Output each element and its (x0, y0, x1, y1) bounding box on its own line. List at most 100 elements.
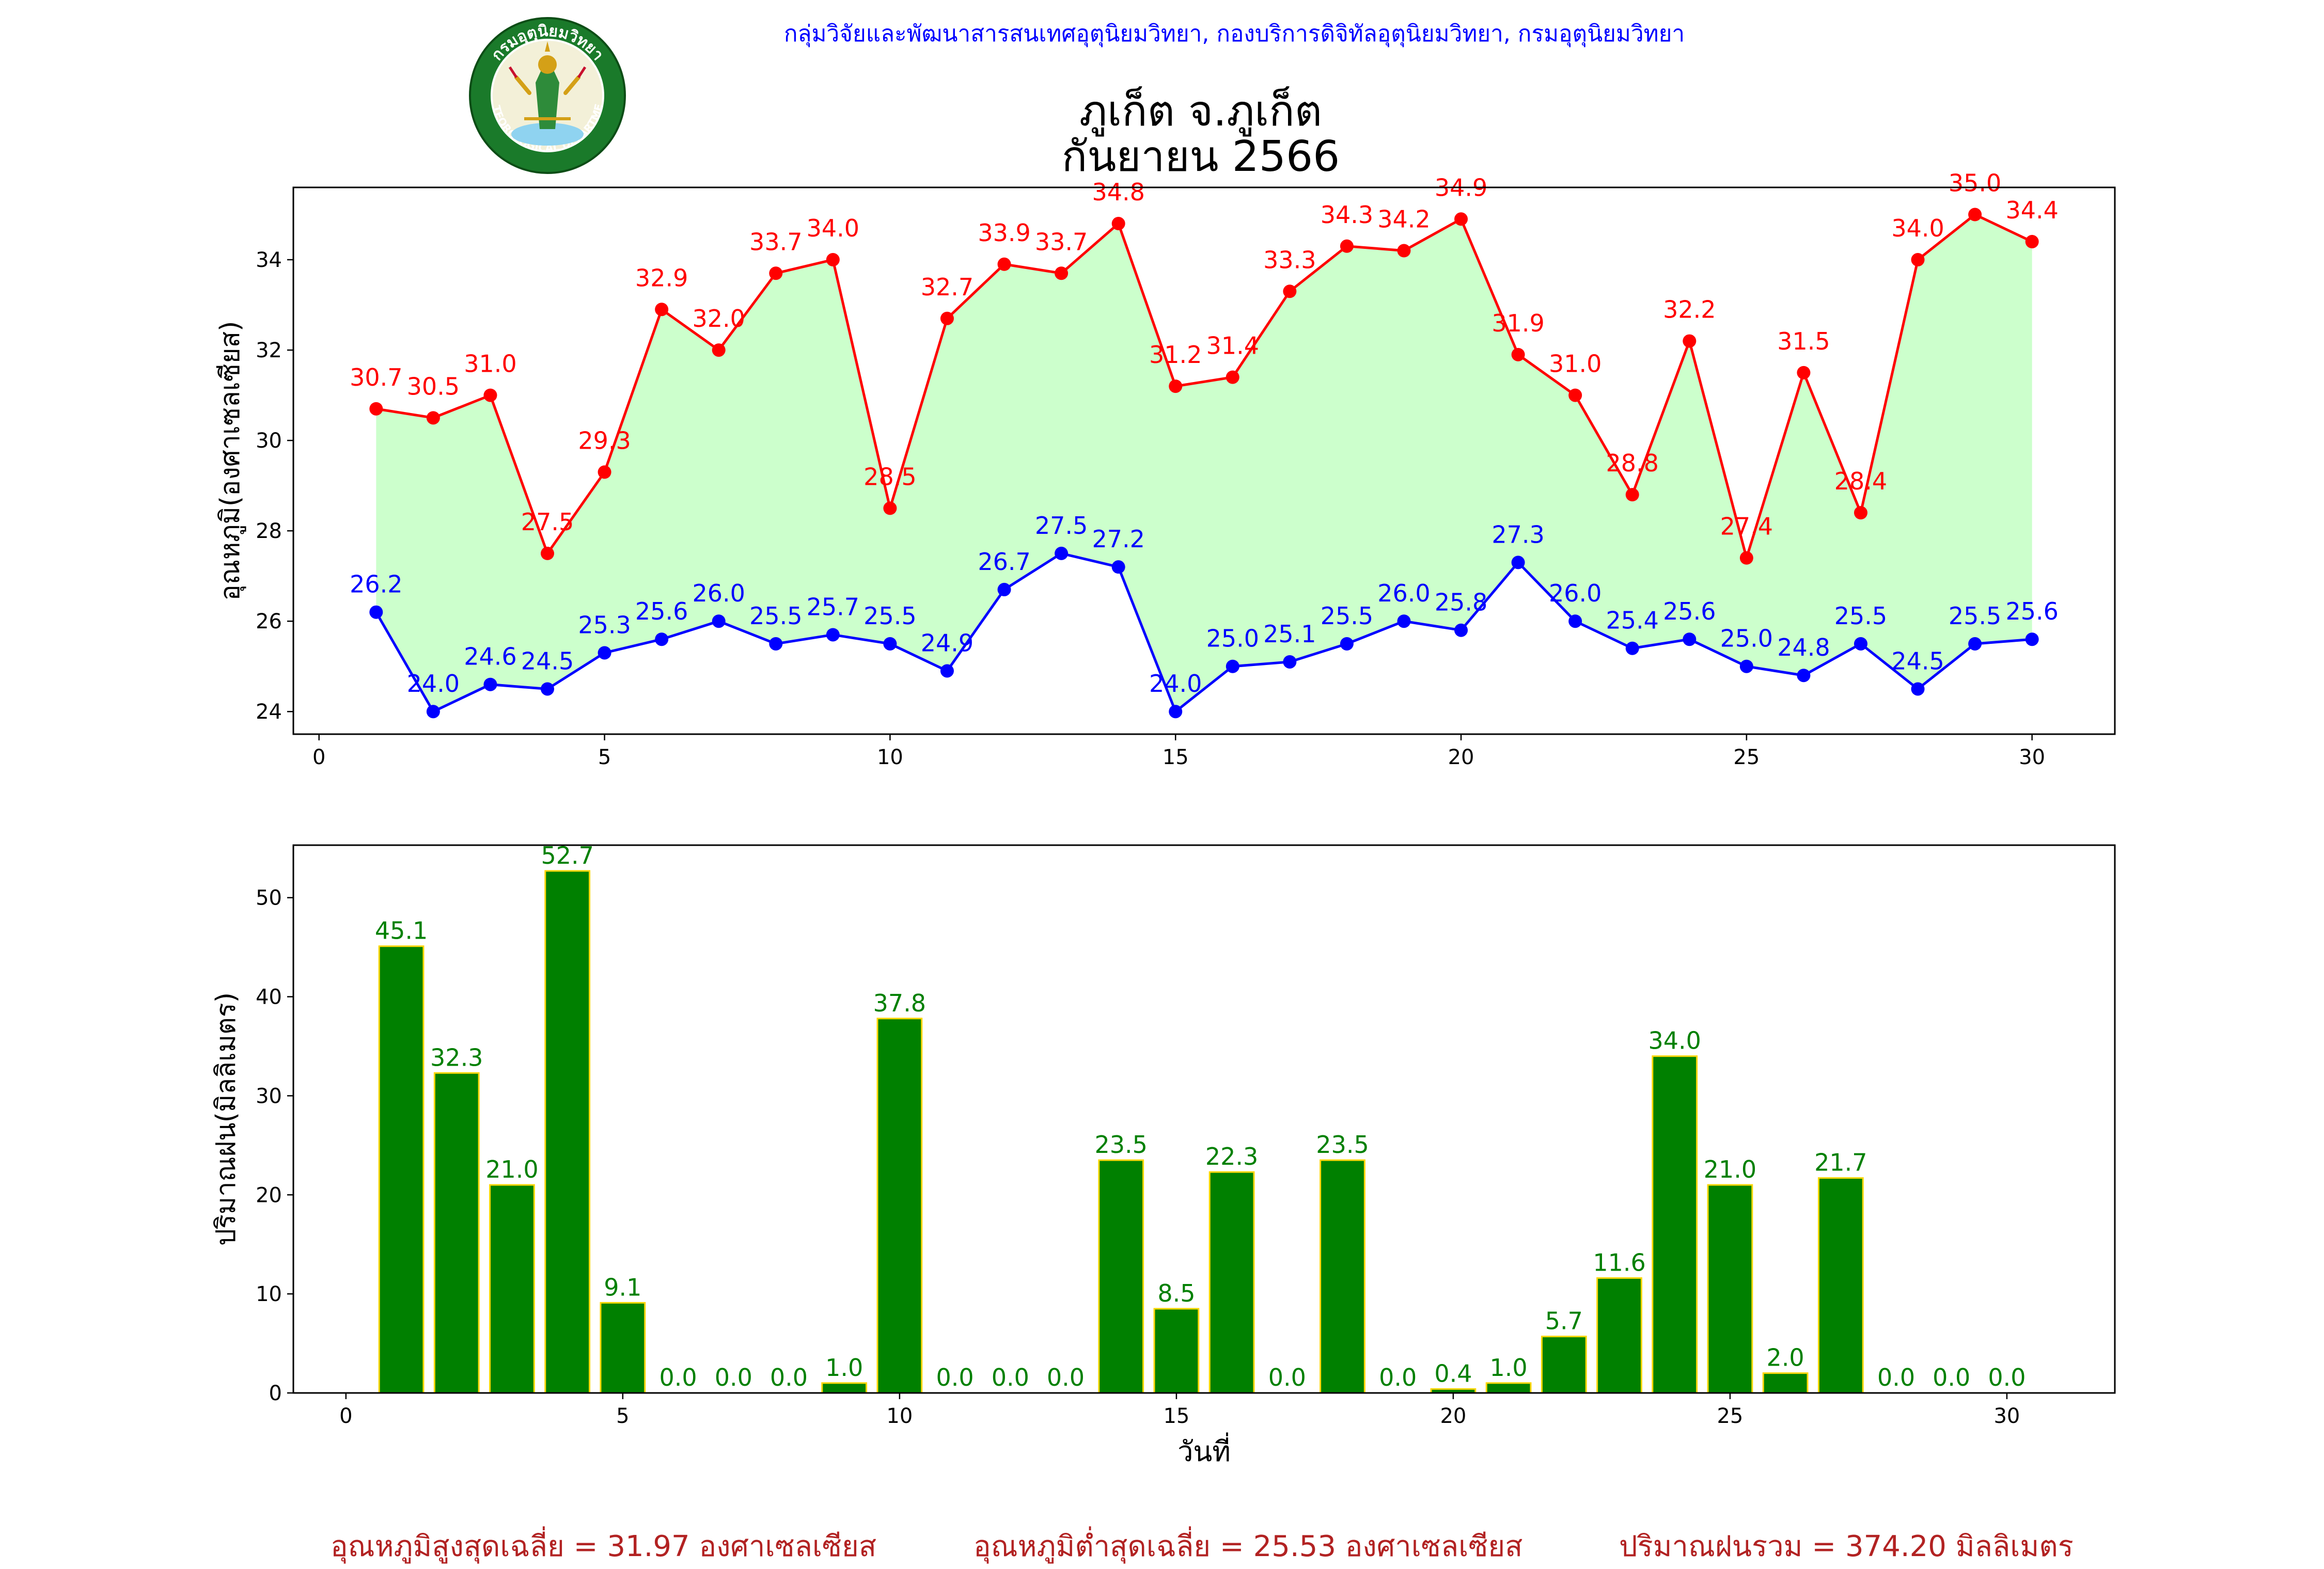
min-temp-point (369, 605, 383, 619)
rain-data-label: 1.0 (825, 1354, 863, 1382)
min-temp-point (1454, 623, 1468, 637)
min-temp-data-label: 27.5 (1035, 512, 1088, 540)
rain-data-label: 8.5 (1157, 1279, 1195, 1307)
agency-header: กลุ่มวิจัยและพัฒนาสารสนเทศอุตุนิยมวิทยา,… (783, 21, 1685, 47)
min-temp-point (1739, 659, 1753, 673)
max-temp-data-label: 31.9 (1491, 309, 1544, 337)
max-temp-data-label: 33.7 (749, 228, 802, 256)
max-temp-data-label: 30.7 (350, 363, 402, 391)
min-temp-data-label: 25.6 (2005, 597, 2058, 625)
rain-data-label: 22.3 (1205, 1143, 1258, 1170)
y-tick-label: 40 (256, 986, 282, 1009)
rain-data-label: 0.0 (1047, 1364, 1085, 1391)
max-temp-point (1454, 212, 1468, 226)
min-temp-point (1797, 669, 1811, 683)
max-temp-point (1854, 506, 1867, 520)
y-tick-label: 30 (256, 1084, 282, 1108)
min-temp-point (1911, 682, 1925, 696)
max-temp-point (1911, 253, 1925, 267)
rain-bar (600, 1302, 646, 1394)
min-temp-point (655, 632, 669, 646)
rain-data-label: 45.1 (375, 917, 428, 945)
rain-plot-frame (292, 844, 2116, 1394)
footer-stats: อุณหภูมิสูงสุดเฉลี่ย = 31.97 องศาเซลเซีย… (0, 1523, 2324, 1563)
max-temp-data-label: 31.0 (1549, 350, 1601, 378)
max-temp-point (1511, 347, 1525, 361)
rain-data-label: 1.0 (1490, 1354, 1528, 1382)
min-temp-point (940, 664, 954, 678)
meteorological-department-logo: กรมอุตุนิยมวิทยา METEOROLOGICAL DEPARTME… (467, 15, 626, 174)
max-temp-data-label: 32.0 (692, 305, 745, 332)
rain-data-label: 0.0 (992, 1364, 1029, 1391)
max-temp-data-label: 34.3 (1321, 201, 1373, 229)
max-temp-point (1968, 208, 1982, 221)
y-tick-label: 30 (256, 429, 282, 453)
min-temp-data-label: 27.2 (1092, 525, 1144, 553)
min-temp-data-label: 24.8 (1777, 633, 1830, 661)
min-temp-data-label: 25.3 (578, 611, 631, 639)
rain-data-label: 0.0 (1933, 1364, 1970, 1391)
rain-data-label: 0.0 (1877, 1364, 1915, 1391)
max-temp-data-label: 28.4 (1834, 467, 1887, 495)
rain-data-label: 0.0 (659, 1364, 697, 1391)
x-tick-label: 15 (1163, 746, 1189, 769)
max-temp-point (1283, 284, 1297, 298)
x-tick-label: 5 (598, 746, 611, 769)
x-tick-label: 25 (1717, 1404, 1743, 1428)
y-tick-label: 50 (256, 886, 282, 910)
rain-data-label: 32.3 (430, 1043, 483, 1071)
min-temp-data-label: 26.0 (1377, 579, 1430, 607)
min-temp-point (426, 705, 440, 719)
min-temp-data-label: 24.5 (1891, 647, 1944, 675)
y-tick-label: 0 (269, 1382, 282, 1405)
min-temp-data-label: 26.0 (692, 579, 745, 607)
x-tick-label: 10 (877, 746, 903, 769)
rain-data-label: 0.0 (715, 1364, 752, 1391)
rain-bar (1208, 1171, 1255, 1394)
min-temp-point (883, 637, 897, 651)
chart-title-location: ภูเก็ต จ.ภูเก็ต (1079, 87, 1323, 136)
min-temp-data-label: 25.7 (807, 593, 859, 621)
y-tick-label: 32 (256, 339, 282, 362)
rain-data-label: 23.5 (1316, 1131, 1369, 1159)
max-temp-point (1340, 239, 1354, 253)
min-temp-data-label: 25.0 (1206, 625, 1259, 653)
min-temp-point (1226, 659, 1239, 673)
min-temp-point (1968, 637, 1982, 651)
max-temp-data-label: 31.5 (1777, 327, 1830, 355)
max-temp-data-label: 28.8 (1606, 449, 1659, 477)
min-temp-point (769, 637, 783, 651)
min-temp-data-label: 25.4 (1606, 607, 1659, 635)
max-temp-data-label: 31.4 (1206, 332, 1259, 360)
max-temp-point (1797, 366, 1811, 379)
rain-data-label: 11.6 (1593, 1248, 1645, 1276)
rain-bar (1098, 1159, 1144, 1394)
min-temp-data-label: 24.6 (464, 643, 516, 671)
min-temp-data-label: 24.5 (521, 647, 574, 675)
max-temp-data-label: 30.5 (407, 372, 460, 400)
min-temp-point (826, 628, 840, 642)
min-temp-data-label: 26.7 (978, 548, 1030, 576)
rain-data-label: 0.0 (936, 1364, 974, 1391)
max-temp-data-label: 33.3 (1263, 246, 1316, 274)
max-temp-data-label: 33.9 (978, 219, 1030, 247)
max-temp-point (426, 411, 440, 425)
min-temp-point (2025, 632, 2039, 646)
max-temp-point (769, 266, 783, 280)
max-temp-data-label: 32.2 (1663, 296, 1716, 324)
rain-bar (1652, 1055, 1698, 1394)
max-temp-point (369, 402, 383, 416)
min-temp-point (1683, 632, 1697, 646)
x-tick-label: 25 (1733, 746, 1760, 769)
min-temp-data-label: 25.6 (1663, 597, 1716, 625)
max-temp-point (1739, 551, 1753, 565)
y-tick-label: 10 (256, 1282, 282, 1306)
max-temp-data-label: 34.8 (1092, 178, 1144, 206)
min-temp-data-label: 25.5 (749, 602, 802, 630)
max-temp-data-label: 32.7 (921, 273, 973, 301)
rainfall-chart: 0 5 10 15 20 25 30 0 10 20 30 40 50 45.1 32.3 21.0 52.7 9… (211, 842, 2116, 1468)
x-tick-label: 0 (339, 1404, 352, 1428)
rain-bar (544, 870, 591, 1394)
min-temp-point (598, 646, 611, 660)
